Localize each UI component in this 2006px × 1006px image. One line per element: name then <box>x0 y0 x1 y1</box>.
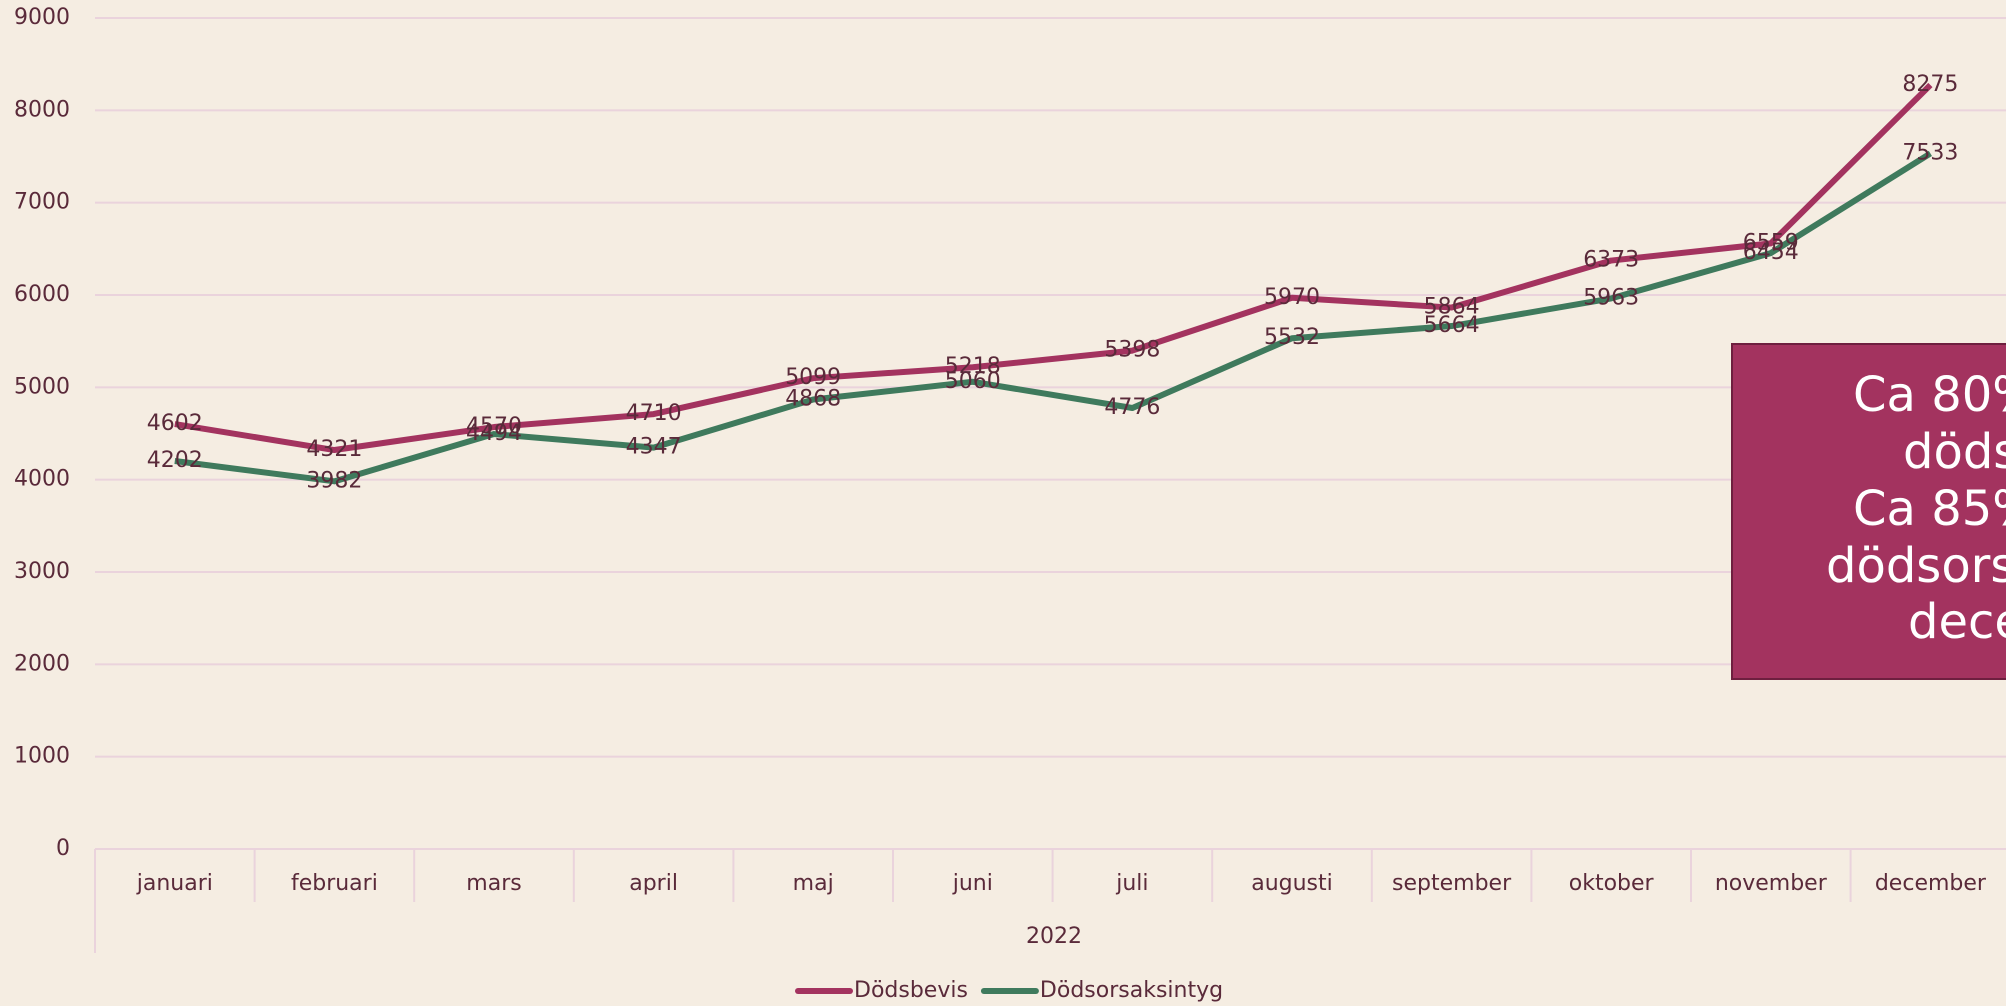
data-label: 5864 <box>1424 295 1480 320</box>
series-line <box>174 82 1933 454</box>
data-label: 4321 <box>306 437 362 462</box>
y-tick-label: 4000 <box>14 467 70 492</box>
data-label: 6373 <box>1583 248 1639 273</box>
data-label: 5099 <box>785 365 841 390</box>
annotation-text: dece <box>1908 594 2006 650</box>
series-line <box>174 150 1932 485</box>
data-label: 4868 <box>785 387 841 412</box>
x-tick-label: oktober <box>1569 871 1655 896</box>
annotation-text: Ca 80% <box>1853 367 2006 423</box>
data-label: 5664 <box>1424 313 1480 338</box>
data-label: 4776 <box>1104 395 1160 420</box>
x-tick-label: augusti <box>1251 871 1333 896</box>
x-tick-label: november <box>1715 871 1828 896</box>
data-label: 5532 <box>1264 325 1320 350</box>
y-tick-label: 5000 <box>14 374 70 399</box>
data-label: 8275 <box>1902 72 1958 97</box>
x-tick-label: juni <box>952 871 993 896</box>
annotation-text: döds <box>1903 424 2006 480</box>
data-label: 6454 <box>1743 240 1799 265</box>
data-label: 4347 <box>626 435 682 460</box>
data-label: 4202 <box>147 448 203 473</box>
data-label: 4570 <box>466 414 522 439</box>
annotation-box <box>1731 343 2006 680</box>
data-label: 5398 <box>1104 338 1160 363</box>
data-label: 5218 <box>945 354 1001 379</box>
x-tick-label: december <box>1875 871 1987 896</box>
data-label: 5970 <box>1264 285 1320 310</box>
y-tick-label: 6000 <box>14 282 70 307</box>
y-tick-label: 8000 <box>14 97 70 122</box>
x-tick-label: mars <box>466 871 521 896</box>
x-tick-label: april <box>629 871 678 896</box>
data-label: 4494 <box>466 421 522 446</box>
data-label: 5963 <box>1583 285 1639 310</box>
data-label: 7533 <box>1902 140 1958 165</box>
x-tick-label: februari <box>291 871 378 896</box>
legend-label: Dödsorsaksintyg <box>1040 978 1223 1003</box>
data-label: 4602 <box>147 411 203 436</box>
x-tick-label: maj <box>793 871 834 896</box>
y-tick-label: 9000 <box>14 5 70 30</box>
data-label: 4710 <box>626 401 682 426</box>
data-label: 3982 <box>306 468 362 493</box>
y-tick-label: 0 <box>56 836 70 861</box>
y-tick-label: 1000 <box>14 744 70 769</box>
y-tick-label: 7000 <box>14 190 70 215</box>
annotation-text: Ca 85% <box>1853 481 2006 537</box>
data-label: 6559 <box>1743 230 1799 255</box>
x-group-label: 2022 <box>1026 924 1082 949</box>
x-tick-label: januari <box>136 871 213 896</box>
y-tick-label: 3000 <box>14 559 70 584</box>
data-label: 5060 <box>945 369 1001 394</box>
x-tick-label: juli <box>1115 871 1148 896</box>
legend-label: Dödsbevis <box>854 978 968 1003</box>
annotation-text: dödsors <box>1826 538 2006 594</box>
x-tick-label: september <box>1392 871 1512 896</box>
y-tick-label: 2000 <box>14 651 70 676</box>
